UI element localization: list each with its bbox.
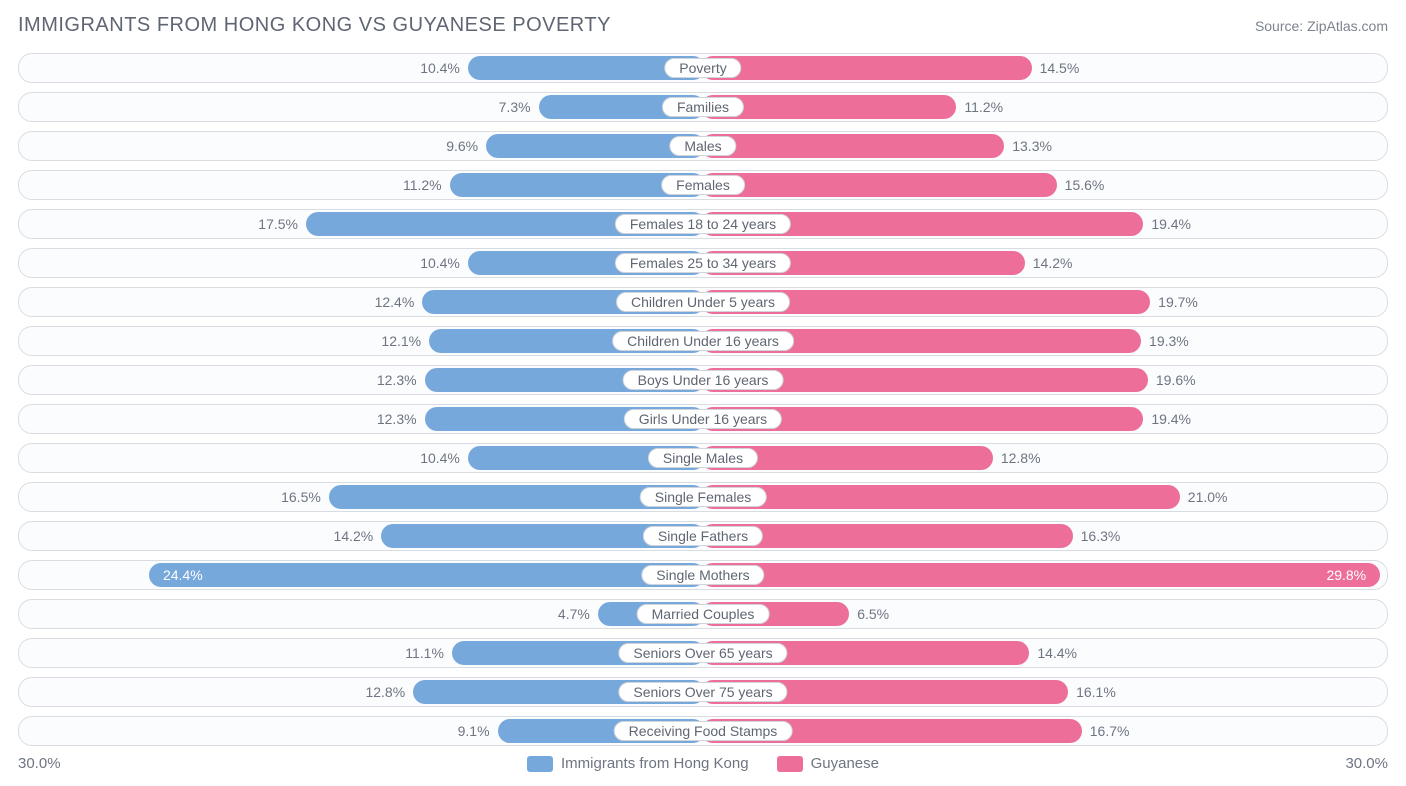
- value-right: 19.7%: [1158, 294, 1198, 310]
- chart-row: 14.2% 16.3% Single Fathers: [18, 521, 1388, 551]
- category-label: Single Mothers: [641, 565, 764, 585]
- chart-row: 16.5% 21.0% Single Females: [18, 482, 1388, 512]
- chart-row: 12.8% 16.1% Seniors Over 75 years: [18, 677, 1388, 707]
- bar-right: [701, 134, 1004, 158]
- category-label: Females 25 to 34 years: [615, 253, 791, 273]
- category-label: Married Couples: [637, 604, 770, 624]
- category-label: Poverty: [664, 58, 741, 78]
- chart-row: 7.3% 11.2% Families: [18, 92, 1388, 122]
- value-right: 14.4%: [1037, 645, 1077, 661]
- chart-row: 10.4% 14.5% Poverty: [18, 53, 1388, 83]
- bar-right: [701, 173, 1057, 197]
- category-label: Receiving Food Stamps: [614, 721, 793, 741]
- value-right: 16.1%: [1076, 684, 1116, 700]
- value-left: 10.4%: [420, 255, 460, 271]
- chart-row: 4.7% 6.5% Married Couples: [18, 599, 1388, 629]
- value-left: 12.3%: [377, 411, 417, 427]
- butterfly-chart: 10.4% 14.5% Poverty 7.3% 11.2% Families 9.6% 13…: [18, 53, 1388, 746]
- value-left: 7.3%: [499, 99, 531, 115]
- value-right: 11.2%: [964, 99, 1003, 115]
- bar-right: [701, 563, 1380, 587]
- value-left: 12.4%: [375, 294, 415, 310]
- chart-row: 11.1% 14.4% Seniors Over 65 years: [18, 638, 1388, 668]
- value-right: 14.2%: [1033, 255, 1073, 271]
- value-left: 11.2%: [403, 177, 442, 193]
- value-left: 9.1%: [458, 723, 490, 739]
- chart-header: IMMIGRANTS FROM HONG KONG VS GUYANESE PO…: [18, 14, 1388, 37]
- value-left: 4.7%: [558, 606, 590, 622]
- category-label: Children Under 16 years: [612, 331, 794, 351]
- value-right: 15.6%: [1065, 177, 1105, 193]
- bar-left: [149, 563, 705, 587]
- category-label: Females: [661, 175, 745, 195]
- value-right: 16.7%: [1090, 723, 1130, 739]
- chart-row: 11.2% 15.6% Females: [18, 170, 1388, 200]
- category-label: Single Males: [648, 448, 758, 468]
- value-left: 12.8%: [365, 684, 405, 700]
- chart-row: 12.4% 19.7% Children Under 5 years: [18, 287, 1388, 317]
- value-left: 17.5%: [258, 216, 298, 232]
- category-label: Boys Under 16 years: [623, 370, 784, 390]
- value-right: 6.5%: [857, 606, 889, 622]
- value-right: 14.5%: [1040, 60, 1080, 76]
- value-left: 11.1%: [405, 645, 444, 661]
- chart-row: 10.4% 14.2% Females 25 to 34 years: [18, 248, 1388, 278]
- chart-row: 17.5% 19.4% Females 18 to 24 years: [18, 209, 1388, 239]
- value-left: 24.4%: [163, 567, 203, 583]
- chart-row: 12.1% 19.3% Children Under 16 years: [18, 326, 1388, 356]
- value-left: 12.3%: [377, 372, 417, 388]
- category-label: Single Fathers: [643, 526, 763, 546]
- chart-row: 24.4% 29.8% Single Mothers: [18, 560, 1388, 590]
- chart-row: 12.3% 19.4% Girls Under 16 years: [18, 404, 1388, 434]
- chart-row: 10.4% 12.8% Single Males: [18, 443, 1388, 473]
- category-label: Seniors Over 65 years: [618, 643, 787, 663]
- category-label: Seniors Over 75 years: [618, 682, 787, 702]
- value-right: 29.8%: [1326, 567, 1366, 583]
- category-label: Males: [669, 136, 736, 156]
- value-left: 14.2%: [334, 528, 374, 544]
- chart-row: 12.3% 19.6% Boys Under 16 years: [18, 365, 1388, 395]
- chart-row: 9.6% 13.3% Males: [18, 131, 1388, 161]
- category-label: Children Under 5 years: [616, 292, 790, 312]
- value-left: 16.5%: [281, 489, 321, 505]
- value-right: 13.3%: [1012, 138, 1052, 154]
- category-label: Girls Under 16 years: [624, 409, 782, 429]
- value-right: 16.3%: [1081, 528, 1121, 544]
- value-right: 12.8%: [1001, 450, 1041, 466]
- value-right: 19.6%: [1156, 372, 1196, 388]
- category-label: Females 18 to 24 years: [615, 214, 791, 234]
- chart-source: Source: ZipAtlas.com: [1255, 18, 1388, 34]
- value-left: 12.1%: [381, 333, 421, 349]
- category-label: Families: [662, 97, 744, 117]
- value-right: 19.3%: [1149, 333, 1189, 349]
- chart-title: IMMIGRANTS FROM HONG KONG VS GUYANESE PO…: [18, 14, 611, 37]
- bar-right: [701, 56, 1032, 80]
- value-right: 19.4%: [1151, 216, 1191, 232]
- category-label: Single Females: [640, 487, 767, 507]
- chart-row: 9.1% 16.7% Receiving Food Stamps: [18, 716, 1388, 746]
- value-right: 21.0%: [1188, 489, 1228, 505]
- value-right: 19.4%: [1151, 411, 1191, 427]
- value-left: 10.4%: [420, 450, 460, 466]
- bar-right: [701, 485, 1180, 509]
- value-left: 9.6%: [446, 138, 478, 154]
- value-left: 10.4%: [420, 60, 460, 76]
